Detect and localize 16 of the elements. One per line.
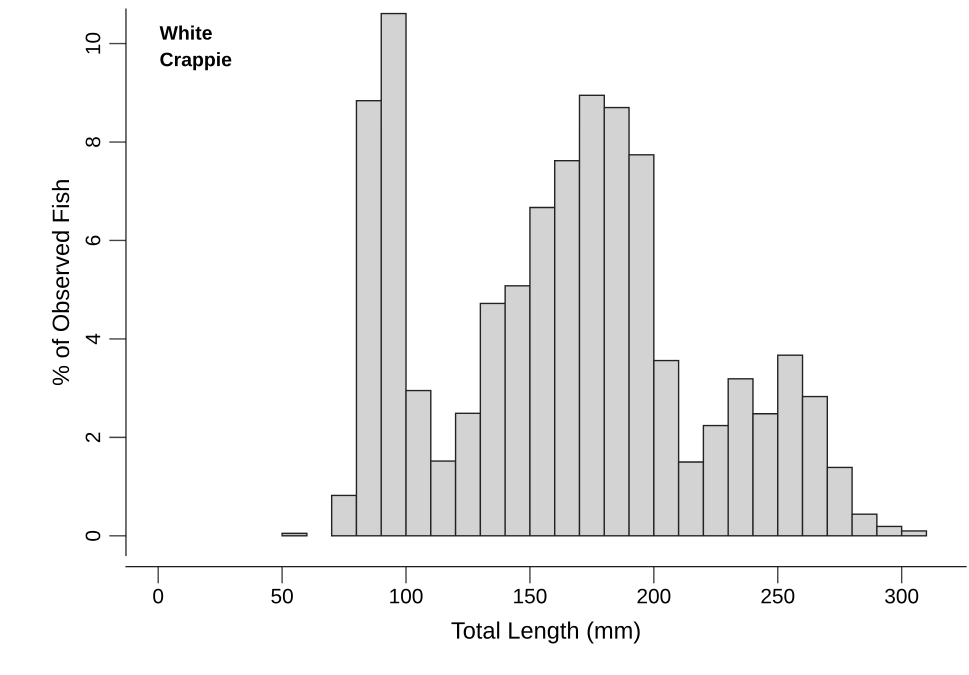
x-tick-label: 200 bbox=[638, 588, 670, 604]
y-tick-label: 10 bbox=[86, 32, 100, 54]
y-tick-label: 0 bbox=[86, 530, 100, 541]
y-tick-label: 4 bbox=[86, 334, 100, 344]
y-tick-label: 6 bbox=[86, 236, 100, 246]
x-axis-title: Total Length (mm) bbox=[451, 621, 640, 644]
x-tick-label: 300 bbox=[885, 588, 918, 604]
x-tick-label: 150 bbox=[514, 588, 546, 604]
y-axis-title: % of Observed Fish bbox=[52, 180, 70, 386]
y-tick-label: 2 bbox=[86, 432, 100, 442]
y-tick-label: 8 bbox=[86, 137, 100, 147]
x-tick-label: 50 bbox=[271, 588, 293, 604]
annotation: White Crappie bbox=[160, 26, 232, 70]
x-tick-label: 100 bbox=[390, 588, 423, 604]
x-tick-label: 250 bbox=[761, 588, 794, 604]
x-tick-label: 0 bbox=[153, 588, 164, 604]
